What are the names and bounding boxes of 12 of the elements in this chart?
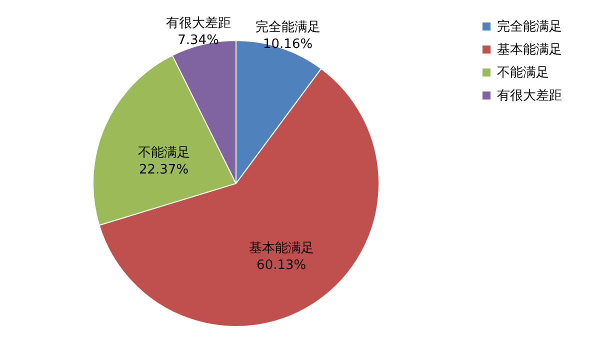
- data-label: 7.34%: [178, 32, 219, 48]
- data-label: 60.13%: [256, 258, 306, 273]
- legend-label: 有很大差距: [497, 88, 562, 104]
- data-label: 22.37%: [138, 162, 189, 178]
- legend-label: 基本能满足: [497, 42, 562, 58]
- legend-label: 完全能满足: [497, 18, 562, 34]
- slice-label: 完全能满足: [255, 18, 320, 35]
- legend-label: 不能满足: [497, 66, 549, 80]
- slice-label: 基本能满足: [248, 240, 314, 256]
- slice-label: 有很大差距: [166, 16, 231, 31]
- data-label: 10.16%: [262, 36, 313, 52]
- slice-label: 不能满足: [138, 145, 190, 160]
